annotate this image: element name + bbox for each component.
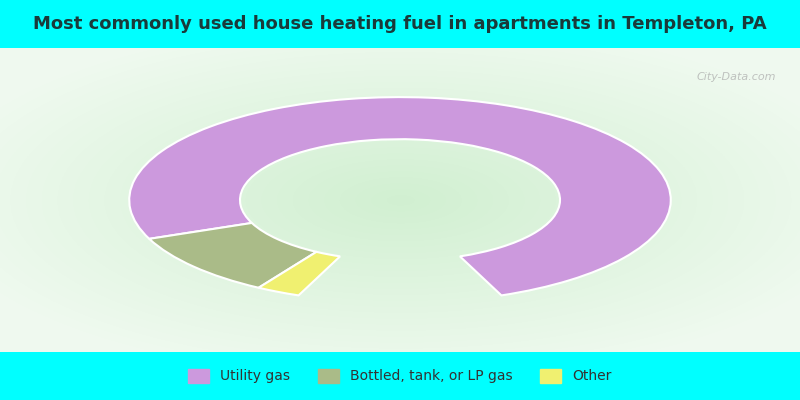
Legend: Utility gas, Bottled, tank, or LP gas, Other: Utility gas, Bottled, tank, or LP gas, O… xyxy=(182,363,618,389)
Wedge shape xyxy=(130,97,670,296)
Text: Most commonly used house heating fuel in apartments in Templeton, PA: Most commonly used house heating fuel in… xyxy=(33,15,767,33)
Text: City-Data.com: City-Data.com xyxy=(697,72,776,82)
Wedge shape xyxy=(258,252,340,296)
Wedge shape xyxy=(150,223,317,288)
